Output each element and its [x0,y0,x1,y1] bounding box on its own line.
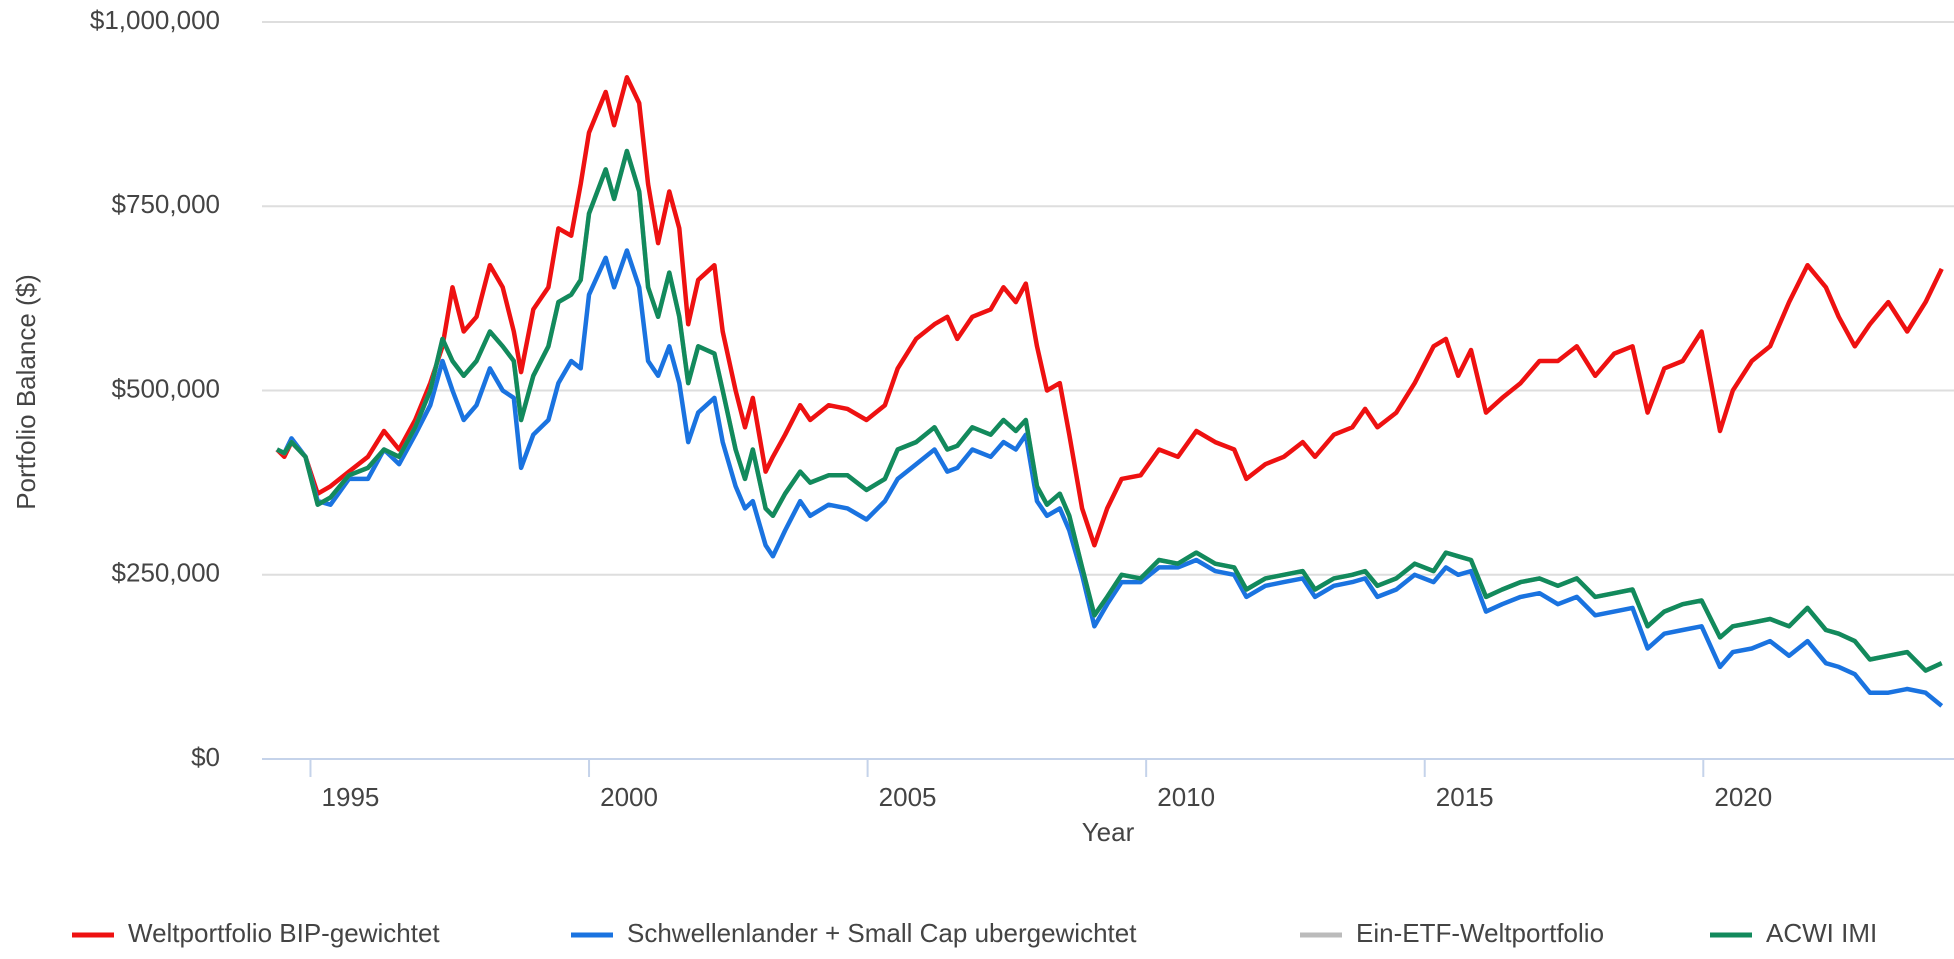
y-tick-label: $0 [191,742,220,772]
x-tick-label: 2020 [1714,782,1772,812]
legend-label: ACWI IMI [1766,918,1877,948]
y-tick-label: $500,000 [112,373,220,403]
x-tick-label: 2000 [600,782,658,812]
legend-label: Weltportfolio BIP-gewichtet [128,918,440,948]
y-tick-label: $250,000 [112,558,220,588]
x-tick-label: 2005 [879,782,937,812]
x-tick-label: 2010 [1157,782,1215,812]
y-tick-label: $750,000 [112,189,220,219]
line-series [276,148,1943,673]
y-tick-label: $1,000,000 [90,5,220,35]
x-tick-label: 1995 [322,782,380,812]
x-axis-title: Year [1082,817,1135,847]
legend-label: Schwellenlander + Small Cap ubergewichte… [627,918,1137,948]
y-axis-title: Portfolio Balance ($) [11,274,41,510]
legend-label: Ein-ETF-Weltportfolio [1356,918,1604,948]
line-series [276,248,1944,708]
line-series [275,75,1944,548]
x-tick-label: 2015 [1436,782,1494,812]
